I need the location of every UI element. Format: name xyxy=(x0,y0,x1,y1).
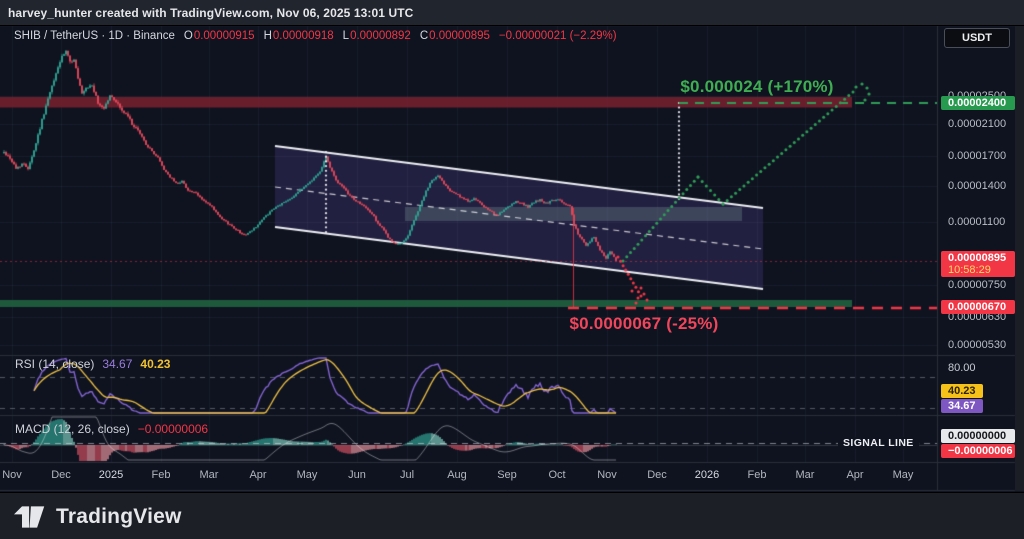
rsi-legend-title[interactable]: RSI (14, close) xyxy=(15,357,95,371)
time-axis-label: Mar xyxy=(199,469,219,481)
rsi-scale-label: 80.00 xyxy=(948,362,976,374)
attribution-bar: harvey_hunter created with TradingView.c… xyxy=(0,0,1024,26)
macd-value: −0.00000006 xyxy=(137,422,209,436)
current-price-badge: 0.00000895 10:58:29 xyxy=(941,251,1015,277)
currency-toggle-button[interactable]: USDT xyxy=(944,28,1010,48)
signal-line-label[interactable]: SIGNAL LINE xyxy=(838,437,919,449)
footer-bar: TradingView xyxy=(0,492,1024,539)
ohlc-close: C0.00000895 xyxy=(419,30,490,42)
rsi-value-badge: 34.67 xyxy=(941,399,983,413)
time-axis-label: 2026 xyxy=(694,469,720,481)
price-scale-label: 0.00000630 xyxy=(948,311,1007,323)
rsi-ma-badge: 40.23 xyxy=(941,384,983,398)
target-up-annotation[interactable]: $0.000024 (+170%) xyxy=(680,77,834,96)
support-price-badge: 0.00000670 xyxy=(941,300,1015,314)
ohlc-open: O0.00000915 xyxy=(183,30,255,42)
time-axis-label: Apr xyxy=(846,469,864,481)
macd-legend: MACD (12, 26, close) −0.00000006 xyxy=(15,422,208,436)
symbol-legend: SHIB / TetherUS · 1D · Binance O0.000009… xyxy=(14,30,617,42)
symbol-title[interactable]: SHIB / TetherUS · 1D · Binance xyxy=(14,30,175,42)
time-axis-label: 2025 xyxy=(98,469,124,481)
time-axis-label: Jun xyxy=(348,469,366,481)
rsi-ma-value: 40.23 xyxy=(140,357,171,371)
bar-countdown: 10:58:29 xyxy=(948,264,991,276)
ohlc-low: L0.00000892 xyxy=(342,30,411,42)
price-scale[interactable]: 0.00000530 0.00000630 0.00000750 0.00001100… xyxy=(938,25,1015,462)
price-change: −0.00000021 (−2.29%) xyxy=(498,30,617,42)
time-axis-label: Jul xyxy=(399,469,415,481)
macd-zero-badge: 0.00000000 xyxy=(941,429,1015,443)
price-scale-label: 0.00001700 xyxy=(948,150,1007,162)
time-axis-label: Dec xyxy=(51,469,71,481)
attribution-text: harvey_hunter created with TradingView.c… xyxy=(8,5,414,20)
current-price-value: 0.00000895 xyxy=(948,252,1007,264)
price-scale-label: 0.00000750 xyxy=(948,279,1007,291)
rsi-legend: RSI (14, close) 34.67 40.23 xyxy=(15,357,170,371)
macd-value-badge: −0.00000006 xyxy=(941,444,1015,458)
price-scale-label: 0.00001100 xyxy=(948,216,1006,228)
time-axis-label: May xyxy=(296,469,318,481)
price-scale-label: 0.00002100 xyxy=(948,118,1007,130)
time-axis[interactable]: Nov Dec 2025 Feb Mar Apr May Jun Jul Aug Sep Oct Nov… xyxy=(0,462,1015,491)
time-axis-label: Nov xyxy=(2,469,22,481)
macd-legend-title[interactable]: MACD (12, 26, close) xyxy=(15,422,130,436)
time-axis-label: Apr xyxy=(249,469,267,481)
target-down-annotation[interactable]: $0.0000067 (-25%) xyxy=(569,314,719,333)
time-axis-label: Dec xyxy=(647,469,667,481)
price-scale-label: 0.00000530 xyxy=(948,339,1007,351)
time-axis-label: May xyxy=(892,469,914,481)
rsi-value: 34.67 xyxy=(102,357,133,371)
tradingview-logo-icon[interactable] xyxy=(14,505,46,529)
time-axis-label: Sep xyxy=(497,469,517,481)
time-axis-label: Feb xyxy=(747,469,767,481)
scale-edge-strip xyxy=(1015,25,1024,491)
target-price-badge: 0.00002400 xyxy=(941,96,1015,110)
time-axis-label: Nov xyxy=(597,469,617,481)
price-scale-label: 0.00001400 xyxy=(948,180,1007,192)
time-axis-label: Mar xyxy=(795,469,815,481)
tradingview-logo-text[interactable]: TradingView xyxy=(56,504,182,528)
time-axis-label: Oct xyxy=(548,469,566,481)
time-axis-label: Aug xyxy=(447,469,467,481)
time-axis-label: Feb xyxy=(151,469,171,481)
ohlc-high: H0.00000918 xyxy=(263,30,334,42)
